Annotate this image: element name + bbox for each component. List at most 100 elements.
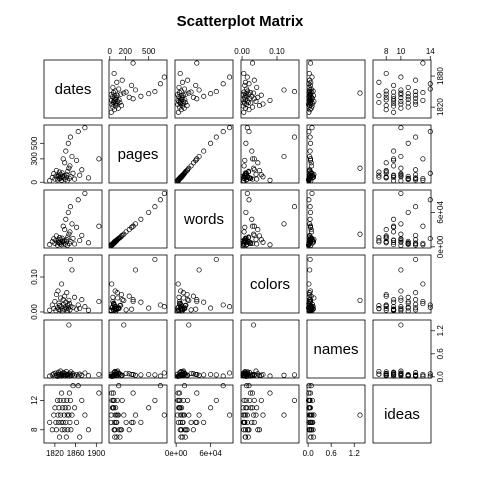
point bbox=[241, 373, 247, 379]
point bbox=[383, 303, 389, 309]
point bbox=[291, 204, 298, 210]
point bbox=[307, 223, 314, 229]
point bbox=[383, 240, 389, 246]
point bbox=[186, 90, 192, 96]
point bbox=[413, 232, 419, 238]
point bbox=[118, 291, 125, 298]
point bbox=[244, 412, 250, 418]
point bbox=[77, 172, 83, 178]
point bbox=[65, 427, 71, 433]
tick-label-colors: 0.10 bbox=[269, 47, 285, 56]
point bbox=[72, 176, 78, 182]
point bbox=[307, 298, 314, 305]
tick-label-ideas: 14 bbox=[426, 47, 435, 56]
panel-names-vs-words bbox=[174, 319, 234, 380]
point bbox=[256, 167, 263, 174]
point bbox=[108, 308, 114, 314]
point bbox=[123, 419, 129, 425]
point bbox=[132, 87, 139, 93]
point bbox=[194, 297, 200, 303]
point bbox=[247, 390, 253, 396]
point bbox=[309, 125, 315, 131]
point bbox=[157, 197, 163, 203]
point bbox=[245, 427, 251, 433]
point bbox=[291, 397, 298, 403]
point bbox=[67, 229, 73, 235]
point bbox=[111, 240, 117, 246]
point bbox=[307, 390, 314, 396]
point bbox=[258, 92, 264, 98]
point bbox=[157, 81, 163, 87]
point bbox=[376, 239, 382, 245]
point bbox=[376, 371, 382, 377]
point bbox=[194, 156, 200, 162]
point bbox=[249, 419, 255, 425]
point bbox=[119, 372, 125, 378]
point bbox=[376, 99, 382, 106]
point bbox=[62, 427, 68, 433]
point bbox=[307, 256, 313, 263]
point bbox=[281, 153, 287, 160]
point bbox=[247, 240, 253, 246]
point bbox=[201, 148, 207, 154]
point bbox=[420, 240, 426, 246]
panel-colors-vs-pages bbox=[108, 254, 168, 314]
point bbox=[67, 134, 73, 140]
point bbox=[306, 383, 312, 389]
point bbox=[72, 294, 78, 300]
point bbox=[398, 372, 404, 378]
point bbox=[307, 419, 314, 425]
point bbox=[405, 294, 411, 300]
point bbox=[47, 373, 53, 379]
point bbox=[121, 90, 127, 96]
point bbox=[398, 231, 404, 237]
point bbox=[227, 74, 233, 80]
point bbox=[113, 412, 119, 418]
point bbox=[376, 169, 382, 175]
point bbox=[420, 301, 426, 307]
point bbox=[79, 297, 85, 303]
point bbox=[180, 92, 186, 98]
point bbox=[123, 89, 129, 95]
point bbox=[47, 307, 53, 313]
tick-label-names: 0.0 bbox=[436, 371, 445, 383]
point bbox=[69, 221, 75, 227]
point bbox=[161, 74, 167, 80]
point bbox=[62, 405, 68, 411]
point bbox=[254, 176, 260, 182]
point bbox=[119, 77, 125, 83]
panel-frame bbox=[174, 319, 234, 379]
point bbox=[398, 242, 404, 248]
point bbox=[383, 97, 389, 103]
point bbox=[201, 419, 207, 425]
point bbox=[196, 412, 202, 418]
point bbox=[213, 256, 219, 263]
tick-label-dates: 1900 bbox=[87, 449, 105, 458]
panel-frame bbox=[240, 254, 300, 314]
panel-frame bbox=[43, 59, 103, 119]
point bbox=[61, 397, 67, 403]
point bbox=[405, 238, 411, 244]
point bbox=[405, 300, 411, 306]
point bbox=[213, 89, 219, 95]
point bbox=[251, 231, 257, 237]
point bbox=[241, 109, 247, 115]
point bbox=[253, 171, 259, 177]
point bbox=[413, 307, 419, 313]
point bbox=[251, 232, 257, 238]
point bbox=[306, 175, 312, 181]
tick-label-ideas: 12 bbox=[30, 395, 39, 404]
point bbox=[306, 109, 312, 115]
point bbox=[307, 148, 313, 154]
point bbox=[281, 372, 287, 378]
panel-colors-vs-words bbox=[174, 254, 234, 314]
point bbox=[306, 197, 312, 203]
point bbox=[82, 412, 88, 418]
point bbox=[213, 397, 219, 403]
panel-names-vs-names: names bbox=[306, 319, 366, 379]
panel-pages-vs-names bbox=[305, 124, 366, 184]
point bbox=[253, 412, 259, 418]
point bbox=[357, 231, 363, 237]
point bbox=[74, 371, 80, 378]
point bbox=[74, 306, 80, 312]
